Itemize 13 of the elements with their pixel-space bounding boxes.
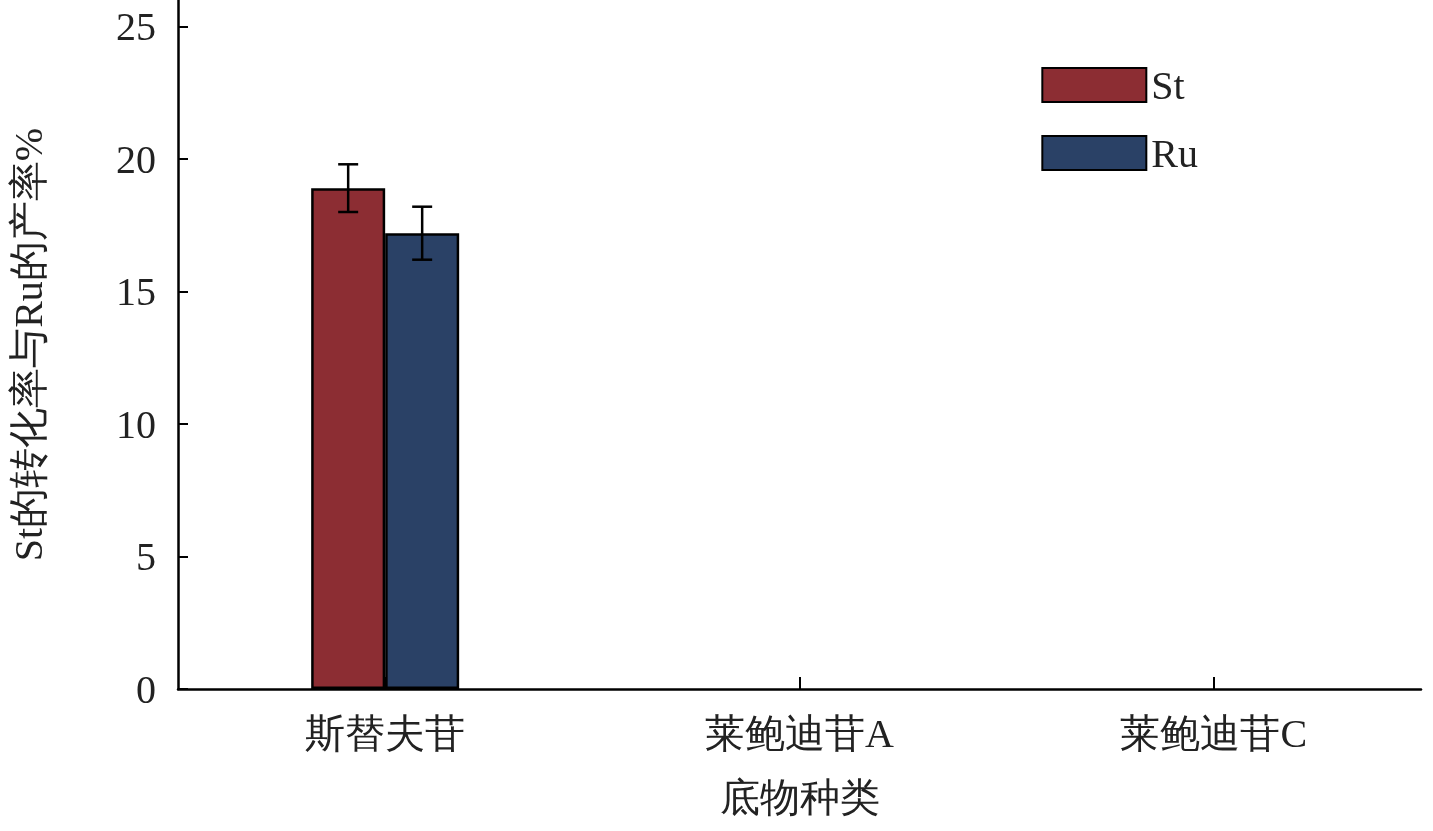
x-axis-title: 底物种类 <box>719 774 880 820</box>
y-axis-title: St的转化率与Ru的产率% <box>5 127 51 562</box>
x-tick-label: 莱鲍迪苷C <box>1120 710 1308 756</box>
y-tick-label: 0 <box>136 666 156 712</box>
y-tick-label: 20 <box>116 136 156 182</box>
y-tick-label: 5 <box>136 534 156 579</box>
y-tick-label: 15 <box>116 269 156 314</box>
legend-label: St <box>1151 62 1185 108</box>
x-tick-label: 莱鲍迪苷A <box>705 710 895 756</box>
y-tick-label: 10 <box>116 401 156 447</box>
x-tick-label: 斯替夫苷 <box>305 710 466 756</box>
legend-label: Ru <box>1151 130 1199 176</box>
y-tick-label: 25 <box>116 4 156 49</box>
